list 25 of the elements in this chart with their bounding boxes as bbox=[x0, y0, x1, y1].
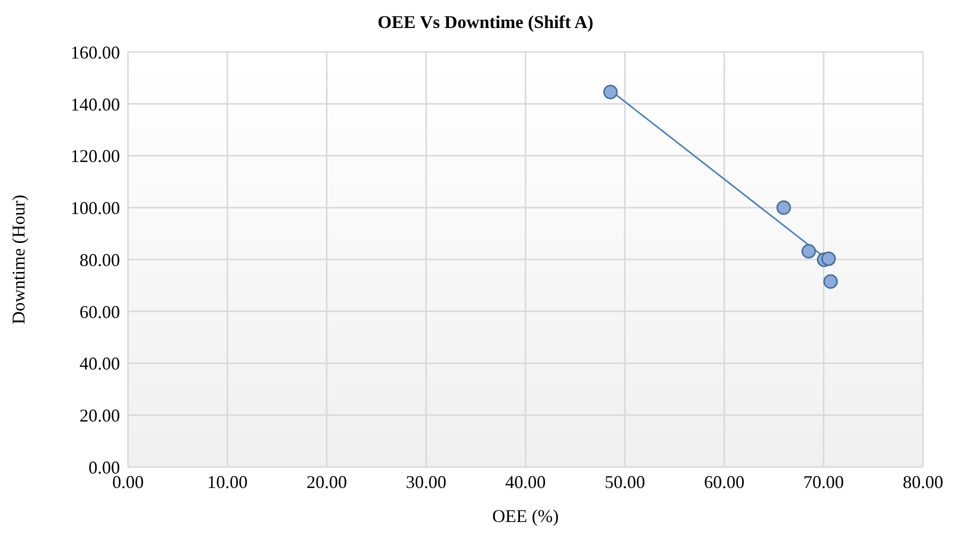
x-tick-label: 10.00 bbox=[207, 472, 248, 492]
point bbox=[823, 274, 838, 289]
y-tick-label: 140.00 bbox=[70, 94, 120, 114]
point bbox=[776, 200, 791, 215]
x-tick-label: 20.00 bbox=[306, 472, 347, 492]
x-tick-label: 30.00 bbox=[406, 472, 446, 492]
x-tick-label: 60.00 bbox=[704, 472, 744, 492]
y-tick-label: 0.00 bbox=[88, 457, 120, 478]
point bbox=[801, 244, 816, 258]
y-tick-label: 120.00 bbox=[70, 146, 120, 166]
chart-title: OEE Vs Downtime (Shift A) bbox=[376, 11, 594, 34]
y-tick-label: 60.00 bbox=[80, 302, 120, 322]
x-tick-label: 70.00 bbox=[803, 472, 844, 492]
y-tick-label: 20.00 bbox=[80, 406, 120, 426]
point bbox=[603, 84, 618, 100]
point bbox=[821, 251, 836, 266]
x-tick-label: 80.00 bbox=[902, 472, 944, 492]
x-tick-label: 50.00 bbox=[604, 472, 646, 492]
y-tick-label: 80.00 bbox=[80, 250, 120, 270]
y-axis-title: Downtime (Hour) bbox=[8, 194, 28, 324]
y-tick-label: 160.00 bbox=[70, 42, 120, 62]
x-tick-label: 40.00 bbox=[505, 472, 546, 492]
x-axis-title: OEE (%) bbox=[492, 506, 559, 526]
y-tick-label: 100.00 bbox=[70, 198, 120, 218]
y-tick-label: 40.00 bbox=[80, 354, 120, 374]
